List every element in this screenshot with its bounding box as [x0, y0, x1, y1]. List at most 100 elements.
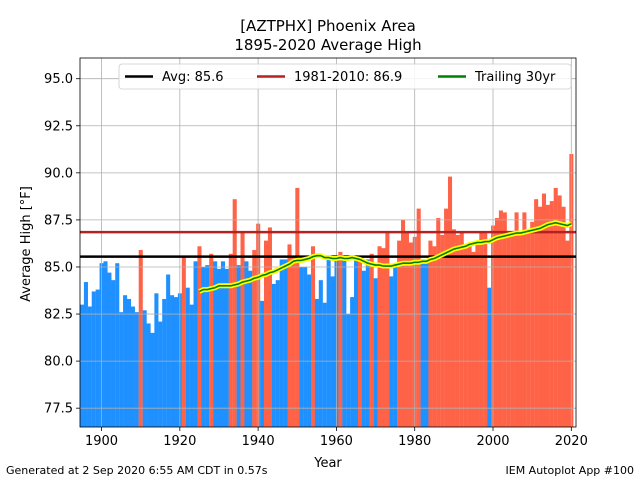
bar-2002	[498, 210, 503, 427]
bar-1964	[350, 297, 355, 427]
legend-label-1: 1981-2010: 86.9	[294, 70, 402, 85]
bar-1971	[377, 246, 382, 427]
bar-2003	[502, 212, 507, 427]
bar-1963	[346, 314, 351, 427]
footer-generated-text: Generated at 2 Sep 2020 6:55 AM CDT in 0…	[6, 464, 268, 477]
x-axis: 1900 1920 1940 1960 1980 2000 2020	[85, 427, 588, 449]
legend-label-0: Avg: 85.6	[162, 70, 224, 85]
bar-1952	[303, 266, 308, 427]
y-tick-label-87.5: 87.5	[44, 213, 73, 228]
bar-1984	[428, 240, 433, 427]
bar-1962	[342, 257, 347, 427]
x-tick-label-1920: 1920	[163, 434, 196, 449]
bar-1927	[205, 265, 210, 427]
bar-1970	[373, 278, 378, 427]
bar-1961	[338, 251, 343, 427]
bar-2011	[534, 199, 539, 427]
bar-2010	[530, 221, 535, 427]
y-tick-label-85: 85.0	[44, 260, 73, 275]
bar-1991	[455, 234, 460, 427]
bar-1949	[291, 255, 296, 427]
bar-1979	[408, 242, 413, 427]
bar-1950	[295, 187, 300, 427]
bar-1917	[166, 274, 171, 427]
y-tick-label-95: 95.0	[44, 72, 73, 87]
x-tick-label-1980: 1980	[398, 434, 431, 449]
bar-1987	[440, 234, 445, 427]
bar-1914	[154, 293, 159, 427]
y-tick-label-80: 80.0	[44, 355, 73, 370]
bar-1913	[150, 332, 155, 427]
bar-1937	[244, 261, 249, 427]
x-tick-label-2020: 2020	[555, 434, 588, 449]
bar-1915	[158, 321, 163, 427]
plot-frame	[79, 57, 577, 428]
bar-1999	[487, 287, 492, 427]
bar-1997	[479, 231, 484, 427]
bar-1944	[271, 283, 276, 427]
bar-1928	[209, 253, 214, 427]
bar-1932	[224, 268, 229, 427]
bar-1957	[322, 302, 327, 427]
bar-2019	[565, 240, 570, 427]
bar-1895	[80, 304, 85, 427]
bar-1901	[103, 261, 108, 427]
bar-1948	[287, 244, 292, 427]
bar-1936	[240, 233, 245, 427]
bar-1908	[130, 306, 135, 427]
bar-1989	[447, 176, 453, 427]
bar-1930	[217, 268, 222, 427]
bar-1985	[432, 246, 437, 427]
bar-1897	[87, 306, 92, 427]
bar-2017	[557, 195, 562, 427]
bar-1977	[401, 219, 406, 427]
bar-1925	[197, 246, 202, 427]
bar-1931	[220, 261, 225, 427]
bar-1975	[393, 263, 398, 427]
bar-1995	[471, 251, 476, 427]
bar-1929	[213, 261, 218, 427]
bar-1938	[248, 270, 253, 427]
legend-box	[118, 63, 572, 90]
bar-1935	[236, 265, 241, 427]
x-tick-label-1960: 1960	[320, 434, 353, 449]
bar-1976	[397, 240, 402, 427]
bar-series	[80, 154, 574, 427]
bar-1998	[483, 233, 488, 427]
bar-2004	[506, 234, 511, 427]
chart-title: [AZTPHX] Phoenix Area	[240, 17, 416, 35]
footer-app-label: IEM Autoplot App #100	[505, 464, 635, 477]
bar-1898	[91, 291, 96, 427]
bar-1994	[467, 242, 472, 427]
x-tick-label-2000: 2000	[476, 434, 509, 449]
bar-1945	[275, 280, 280, 427]
bar-2014	[545, 204, 550, 427]
bar-1958	[326, 259, 331, 427]
bar-1933	[228, 253, 233, 427]
bar-1996	[475, 242, 480, 427]
bar-1981	[416, 208, 421, 427]
y-tick-label-77.5: 77.5	[44, 402, 73, 417]
bar-1899	[95, 289, 100, 427]
x-tick-label-1940: 1940	[242, 434, 275, 449]
bar-1982	[420, 261, 425, 427]
bar-1993	[463, 248, 468, 427]
bar-1959	[330, 276, 335, 427]
bar-2018	[561, 206, 566, 427]
bar-1978	[404, 231, 409, 427]
bar-2008	[522, 212, 527, 427]
bar-1919	[173, 297, 179, 427]
bar-1942	[263, 240, 269, 427]
bar-2001	[494, 218, 500, 427]
bar-1923	[189, 304, 194, 427]
bar-1896	[83, 282, 88, 427]
bar-1990	[451, 229, 456, 427]
bar-1968	[365, 259, 370, 427]
bar-2012	[538, 206, 543, 427]
bar-1910	[138, 250, 143, 427]
bar-1909	[134, 312, 139, 427]
bar-1946	[279, 259, 284, 427]
bar-1953	[307, 274, 312, 427]
bar-1965	[354, 257, 359, 427]
x-tick-label-1900: 1900	[85, 434, 118, 449]
